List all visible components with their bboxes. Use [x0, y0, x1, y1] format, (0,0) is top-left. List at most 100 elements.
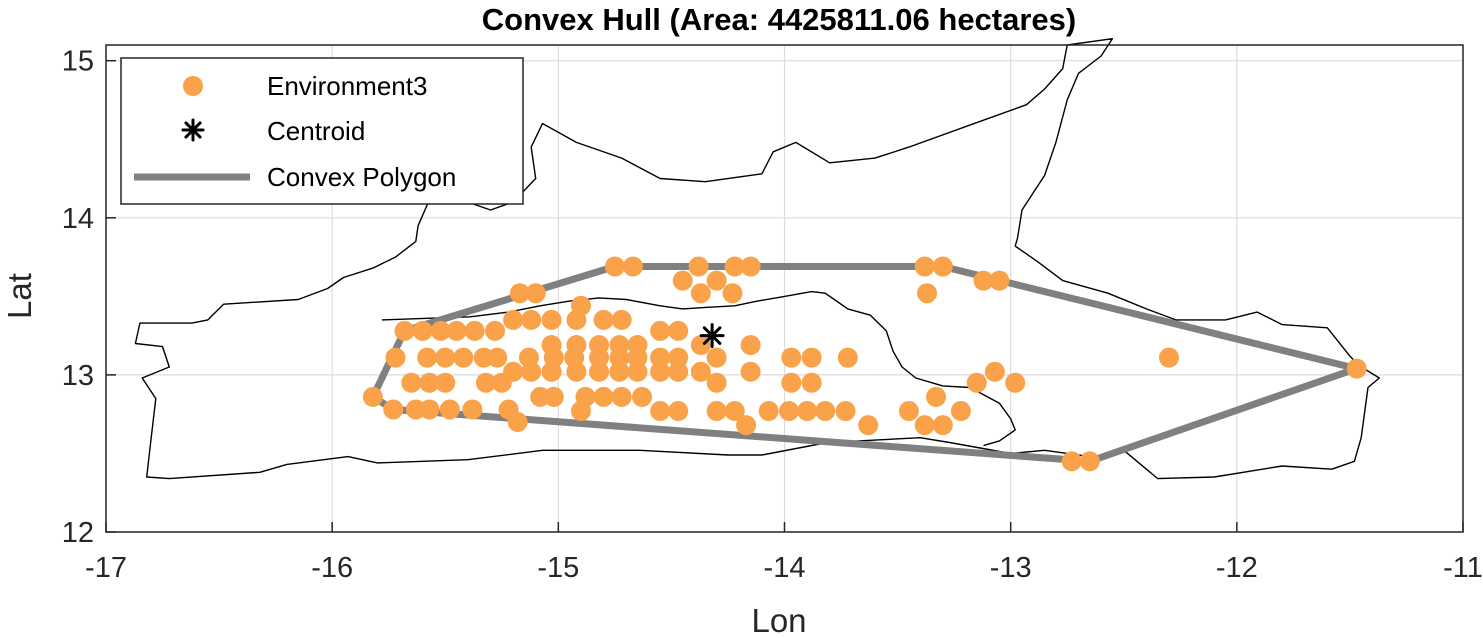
environment3-point [593, 309, 614, 330]
environment3-point [412, 320, 433, 341]
environment3-point [1346, 358, 1367, 379]
environment3-point [781, 347, 802, 368]
environment3-point [815, 401, 836, 422]
x-tick-label: -11 [1443, 552, 1483, 584]
environment3-point [521, 309, 542, 330]
chart-title: Convex Hull (Area: 4425811.06 hectares) [482, 2, 1076, 37]
x-tick-label: -12 [1216, 552, 1258, 584]
environment3-point [464, 320, 485, 341]
environment3-point [706, 270, 727, 291]
environment3-point [858, 415, 879, 436]
asterisk-stroke [184, 121, 202, 139]
environment3-point [966, 372, 987, 393]
environment3-point [362, 386, 383, 407]
environment3-point [521, 361, 542, 382]
environment3-point [611, 309, 632, 330]
environment3-point [589, 361, 610, 382]
axis-ticks: -17 -16 -15 -14 -13 -12 -11 12 13 14 15 [62, 46, 1483, 584]
y-tick-label: 14 [62, 203, 94, 235]
environment3-point [950, 401, 971, 422]
environment3-point [668, 401, 689, 422]
legend-centroid-swatch [181, 118, 205, 142]
environment3-point [487, 347, 508, 368]
centroid-point [699, 323, 725, 349]
environment3-point [385, 347, 406, 368]
environment3-point [435, 372, 456, 393]
y-tick-label: 15 [62, 46, 94, 78]
asterisk-stroke [702, 326, 722, 345]
environment3-point [622, 256, 643, 277]
environment3-point [801, 372, 822, 393]
environment3-point [1079, 451, 1100, 472]
environment3-point [690, 283, 711, 304]
environment3-point [491, 372, 512, 393]
environment3-point [688, 256, 709, 277]
environment3-point [509, 283, 530, 304]
environment3-point [984, 361, 1005, 382]
x-axis-label: Lon [751, 602, 806, 638]
environment3-point [609, 347, 630, 368]
environment3-point [439, 399, 460, 420]
environment3-point [650, 401, 671, 422]
environment3-point [672, 270, 693, 291]
environment3-point [435, 347, 456, 368]
environment3-point [462, 399, 483, 420]
environment3-point [566, 309, 587, 330]
environment3-point [609, 361, 630, 382]
environment3-point [383, 399, 404, 420]
environment3-point [475, 372, 496, 393]
x-tick-label: -15 [537, 552, 579, 584]
x-tick-label: -17 [85, 552, 127, 584]
centroid-marker [699, 323, 725, 349]
environment3-point [1061, 451, 1082, 472]
environment3-point [627, 347, 648, 368]
environment3-point [1158, 347, 1179, 368]
environment3-point [801, 347, 822, 368]
environment3-point [417, 347, 438, 368]
environment3-point [650, 347, 671, 368]
environment3-point [446, 320, 467, 341]
environment3-point [1005, 372, 1026, 393]
environment3-point [419, 399, 440, 420]
boundary-outline [134, 38, 1380, 480]
environment3-point [797, 401, 818, 422]
environment3-point [485, 320, 506, 341]
environment3-point [632, 386, 653, 407]
y-tick-label: 13 [62, 360, 94, 392]
environment3-point [781, 372, 802, 393]
environment3-point [611, 386, 632, 407]
environment3-point [453, 347, 474, 368]
environment3-point [926, 386, 947, 407]
environment3-point [650, 320, 671, 341]
environment3-point [668, 347, 689, 368]
environment3-points [362, 256, 1367, 472]
environment3-point [419, 372, 440, 393]
environment3-point [722, 283, 743, 304]
environment3-point [650, 361, 671, 382]
environment3-point [604, 256, 625, 277]
environment3-point [736, 415, 757, 436]
legend-environment3-swatch [183, 76, 203, 96]
environment3-point [706, 372, 727, 393]
environment3-point [430, 320, 451, 341]
environment3-point [593, 386, 614, 407]
environment3-point [724, 401, 745, 422]
convex-polygon-line [369, 263, 1361, 465]
environment3-point [740, 256, 761, 277]
environment3-point [932, 415, 953, 436]
x-tick-label: -13 [990, 552, 1032, 584]
legend-centroid-label: Centroid [267, 116, 365, 146]
environment3-point [541, 361, 562, 382]
environment3-point [724, 256, 745, 277]
environment3-point [401, 372, 422, 393]
legend-centroid-asterisk [181, 118, 205, 142]
x-tick-label: -14 [764, 552, 806, 584]
environment3-point [507, 412, 528, 433]
legend-environment3-label: Environment3 [267, 71, 427, 101]
environment3-point [503, 309, 524, 330]
environment3-point [740, 361, 761, 382]
environment3-point [570, 401, 591, 422]
environment3-point [706, 347, 727, 368]
environment3-point [837, 347, 858, 368]
